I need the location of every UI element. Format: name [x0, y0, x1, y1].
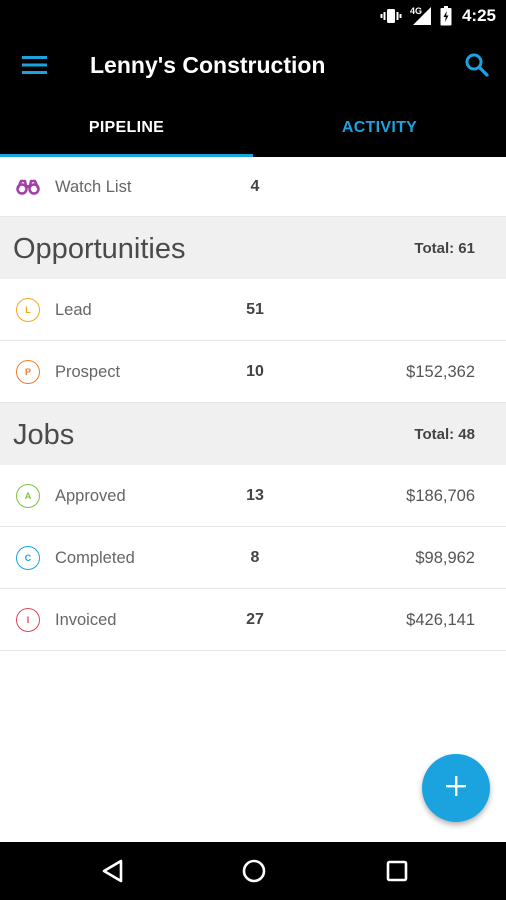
stage-label: Approved: [55, 487, 126, 505]
vibrate-icon: [380, 6, 402, 26]
stage-row-invoiced[interactable]: I Invoiced 27 $426,141: [0, 589, 506, 651]
binoculars-icon: [16, 175, 40, 199]
battery-icon: [440, 6, 452, 26]
jobs-title: Jobs: [13, 419, 75, 451]
pipeline-content: Watch List 4 Opportunities Total: 61 L L…: [0, 157, 506, 651]
opportunities-header: Opportunities Total: 61: [0, 217, 506, 279]
stage-row-lead[interactable]: L Lead 51: [0, 279, 506, 341]
tab-activity-label: ACTIVITY: [341, 118, 418, 136]
stage-amount: $186,706: [406, 487, 475, 505]
stage-amount: $152,362: [406, 363, 475, 381]
back-icon[interactable]: [99, 857, 127, 885]
app-title: Lenny's Construction: [90, 52, 326, 78]
stage-count: 27: [246, 611, 264, 628]
plus-icon: [445, 775, 467, 802]
app-bar: Lenny's Construction: [0, 32, 506, 98]
jobs-total: Total: 48: [414, 426, 475, 443]
tab-selected-indicator: [0, 154, 253, 157]
jobs-header: Jobs Total: 48: [0, 403, 506, 465]
signal-icon: 4G: [410, 6, 432, 26]
watch-list-row[interactable]: Watch List 4: [0, 157, 506, 217]
tab-bar: PIPELINE ACTIVITY: [0, 98, 506, 157]
lead-stage-icon: L: [16, 298, 40, 322]
system-nav-bar: [0, 842, 506, 900]
stage-count: 10: [246, 363, 264, 380]
stage-row-approved[interactable]: A Approved 13 $186,706: [0, 465, 506, 527]
add-button[interactable]: [422, 754, 490, 822]
stage-label: Invoiced: [55, 611, 117, 629]
menu-icon[interactable]: [22, 53, 48, 77]
watch-list-count: 4: [250, 178, 260, 195]
completed-stage-icon: C: [16, 546, 40, 570]
tab-pipeline[interactable]: PIPELINE: [0, 98, 253, 157]
stage-amount: $426,141: [406, 611, 475, 629]
stage-amount: $98,962: [415, 549, 475, 567]
tab-pipeline-label: PIPELINE: [88, 118, 165, 136]
recent-apps-icon[interactable]: [383, 857, 411, 885]
stage-row-completed[interactable]: C Completed 8 $98,962: [0, 527, 506, 589]
stage-count: 51: [246, 301, 264, 318]
opportunities-title: Opportunities: [13, 233, 186, 265]
status-time: 4:25: [461, 6, 496, 25]
watch-list-label: Watch List: [55, 178, 132, 196]
search-icon[interactable]: [464, 52, 490, 78]
stage-count: 13: [246, 487, 264, 504]
approved-stage-icon: A: [16, 484, 40, 508]
prospect-stage-icon: P: [16, 360, 40, 384]
opportunities-total: Total: 61: [414, 240, 475, 257]
stage-count: 8: [250, 549, 260, 566]
stage-row-prospect[interactable]: P Prospect 10 $152,362: [0, 341, 506, 403]
tab-activity[interactable]: ACTIVITY: [253, 98, 506, 157]
stage-label: Lead: [55, 301, 92, 319]
stage-label: Prospect: [55, 363, 121, 381]
home-icon[interactable]: [240, 857, 268, 885]
status-icons: 4G 4:25: [380, 0, 496, 32]
invoiced-stage-icon: I: [16, 608, 40, 632]
stage-label: Completed: [55, 549, 135, 567]
network-type: 4G: [409, 6, 422, 16]
status-bar: 4G 4:25: [0, 0, 506, 32]
